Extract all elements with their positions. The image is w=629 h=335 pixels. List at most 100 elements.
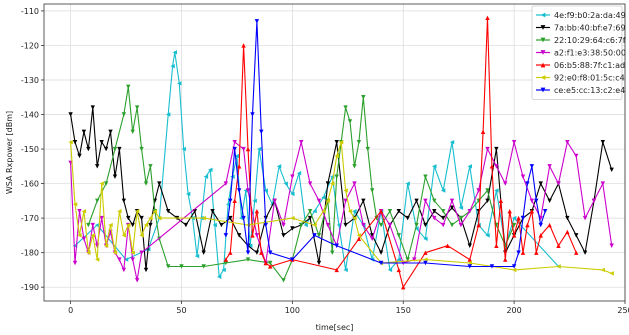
data-point: [325, 181, 331, 186]
data-point: [170, 63, 175, 69]
data-point: [241, 43, 246, 48]
data-point: [538, 181, 543, 186]
data-point: [72, 139, 78, 145]
legend-marker: [540, 75, 546, 80]
data-point: [312, 233, 317, 238]
data-point: [77, 153, 82, 159]
data-point: [347, 119, 353, 124]
data-point: [414, 198, 419, 204]
data-point: [565, 215, 570, 221]
data-point: [108, 129, 113, 134]
data-point: [254, 233, 260, 238]
data-point: [86, 250, 91, 255]
data-point: [449, 198, 455, 204]
series-line: [70, 107, 613, 271]
data-point: [72, 260, 78, 266]
data-point: [152, 209, 158, 214]
data-point: [254, 209, 260, 214]
data-point: [77, 209, 82, 214]
data-point: [117, 146, 122, 152]
data-point: [307, 181, 313, 186]
y-tick-label: -120: [21, 41, 39, 50]
legend-marker: [540, 25, 546, 30]
legend-marker: [540, 62, 546, 68]
data-point: [126, 222, 131, 228]
data-point: [405, 257, 410, 262]
data-point: [516, 215, 521, 221]
data-point: [201, 250, 206, 255]
data-point: [467, 264, 472, 269]
data-point: [511, 233, 517, 238]
data-point: [81, 209, 87, 214]
data-point: [263, 222, 268, 228]
data-point: [236, 188, 242, 193]
data-point: [185, 191, 191, 197]
data-point: [352, 164, 357, 169]
data-point: [423, 198, 428, 204]
data-point: [232, 146, 237, 152]
data-point: [432, 198, 437, 204]
data-point: [276, 164, 282, 169]
data-point: [263, 188, 268, 193]
data-point: [86, 222, 91, 228]
data-point: [330, 181, 335, 186]
data-point: [582, 215, 588, 221]
series-2: [86, 84, 517, 283]
data-point: [212, 222, 217, 228]
data-point: [467, 243, 472, 248]
data-point: [77, 233, 82, 238]
data-point: [316, 198, 322, 204]
data-point: [316, 260, 322, 266]
data-point: [534, 198, 539, 204]
data-point: [343, 267, 348, 273]
data-point: [467, 164, 472, 169]
data-point: [600, 267, 606, 273]
data-point: [494, 146, 499, 152]
data-point: [130, 129, 135, 134]
plot-frame: [43, 3, 626, 302]
data-point: [148, 222, 153, 228]
data-point: [485, 188, 490, 193]
data-point: [267, 264, 273, 269]
data-point: [312, 209, 317, 214]
data-point: [485, 198, 490, 204]
data-point: [252, 198, 257, 204]
y-tick-label: -110: [21, 7, 39, 16]
data-point: [290, 215, 295, 221]
y-tick-label: -190: [21, 283, 39, 292]
data-point: [520, 250, 526, 255]
data-point: [172, 50, 178, 55]
data-point: [245, 250, 251, 255]
data-point: [208, 167, 213, 172]
y-tick-label: -180: [21, 249, 39, 258]
data-point: [126, 84, 131, 90]
series-lines: [68, 15, 614, 290]
x-tick-label: 50: [176, 306, 186, 315]
data-point: [396, 257, 402, 262]
data-point: [130, 250, 135, 255]
data-point: [529, 164, 535, 169]
data-point: [259, 129, 264, 134]
data-point: [529, 209, 535, 214]
data-point: [267, 260, 273, 266]
data-point: [503, 257, 508, 262]
data-point: [343, 188, 348, 193]
data-point: [609, 271, 614, 276]
data-point: [423, 260, 428, 266]
data-point: [582, 250, 588, 255]
data-point: [352, 181, 357, 186]
data-point: [112, 250, 118, 255]
data-point: [254, 19, 260, 24]
data-point: [290, 226, 295, 231]
y-tick-label: -160: [21, 180, 39, 189]
y-tick-label: -130: [21, 76, 39, 85]
legend-marker: [540, 37, 546, 43]
data-point: [334, 243, 339, 248]
data-point: [201, 215, 206, 221]
y-tick-label: -170: [21, 214, 39, 223]
data-point: [245, 257, 251, 262]
data-point: [250, 112, 255, 117]
data-point: [338, 139, 344, 145]
series-6: [223, 19, 548, 269]
legend-entry: ce:e5:cc:13:c2:e4: [554, 86, 625, 95]
